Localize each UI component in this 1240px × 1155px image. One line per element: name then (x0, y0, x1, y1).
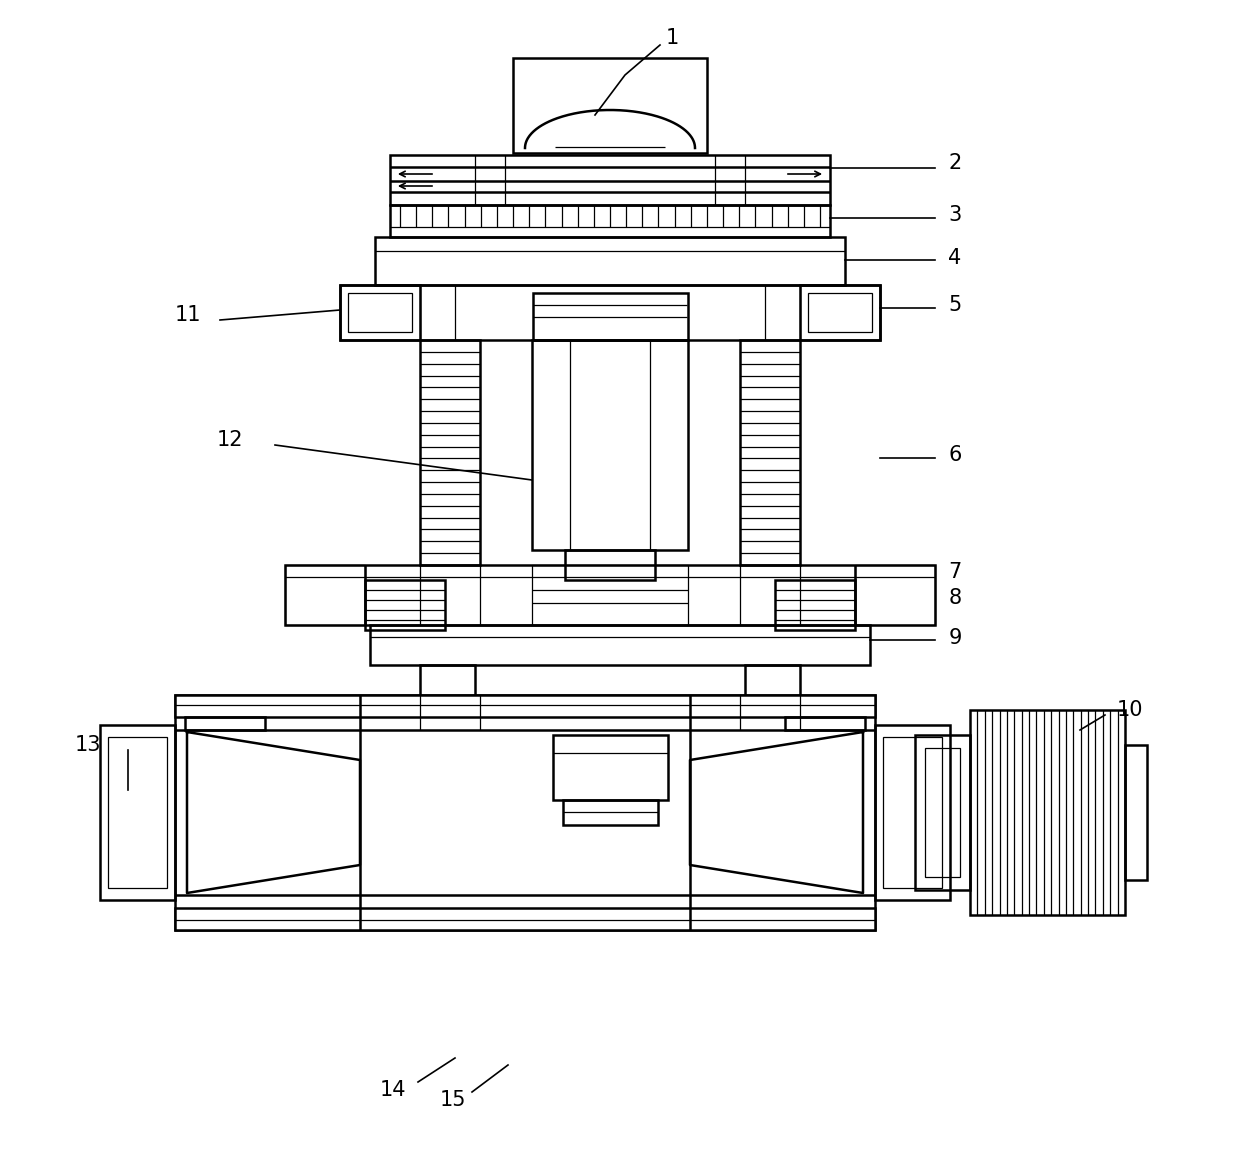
Text: 6: 6 (949, 445, 962, 465)
Bar (285, 565, 365, 625)
Bar (883, 737, 942, 888)
Text: 7: 7 (949, 562, 962, 582)
Bar (970, 710, 1125, 915)
Text: 15: 15 (440, 1090, 466, 1110)
Bar (100, 725, 175, 900)
Text: 10: 10 (1117, 700, 1143, 720)
Bar (925, 748, 960, 877)
Bar (1125, 745, 1147, 880)
Bar (785, 717, 866, 730)
Bar (175, 908, 875, 930)
Bar (800, 285, 880, 340)
Text: 1: 1 (666, 28, 678, 49)
Text: 3: 3 (949, 204, 962, 225)
Text: 11: 11 (175, 305, 201, 325)
Bar (745, 665, 800, 700)
Bar (285, 565, 935, 625)
Bar (856, 565, 935, 625)
Text: 8: 8 (949, 588, 961, 608)
Bar (370, 625, 870, 665)
Bar (348, 293, 412, 331)
Text: 9: 9 (949, 628, 962, 648)
Bar (340, 285, 420, 340)
Bar (340, 285, 880, 340)
Text: 13: 13 (74, 735, 102, 755)
Bar (915, 735, 970, 891)
Bar (563, 800, 658, 825)
Bar (185, 717, 265, 730)
Text: 2: 2 (949, 152, 962, 173)
Bar (532, 565, 688, 625)
Bar (740, 340, 800, 565)
Bar (365, 580, 445, 629)
Text: 4: 4 (949, 248, 962, 268)
Bar (420, 665, 475, 700)
Bar (513, 58, 707, 152)
Text: 12: 12 (217, 430, 243, 450)
Bar (565, 550, 655, 580)
Bar (875, 725, 950, 900)
Bar (533, 293, 688, 340)
Bar (175, 695, 875, 930)
Text: 5: 5 (949, 295, 962, 315)
Bar (532, 340, 688, 550)
Bar (391, 204, 830, 237)
Bar (391, 155, 830, 204)
Bar (374, 237, 844, 285)
Bar (808, 293, 872, 331)
Bar (775, 580, 856, 629)
Text: 14: 14 (379, 1080, 407, 1100)
Bar (420, 340, 480, 565)
Bar (175, 695, 875, 717)
Bar (108, 737, 167, 888)
Bar (553, 735, 668, 800)
